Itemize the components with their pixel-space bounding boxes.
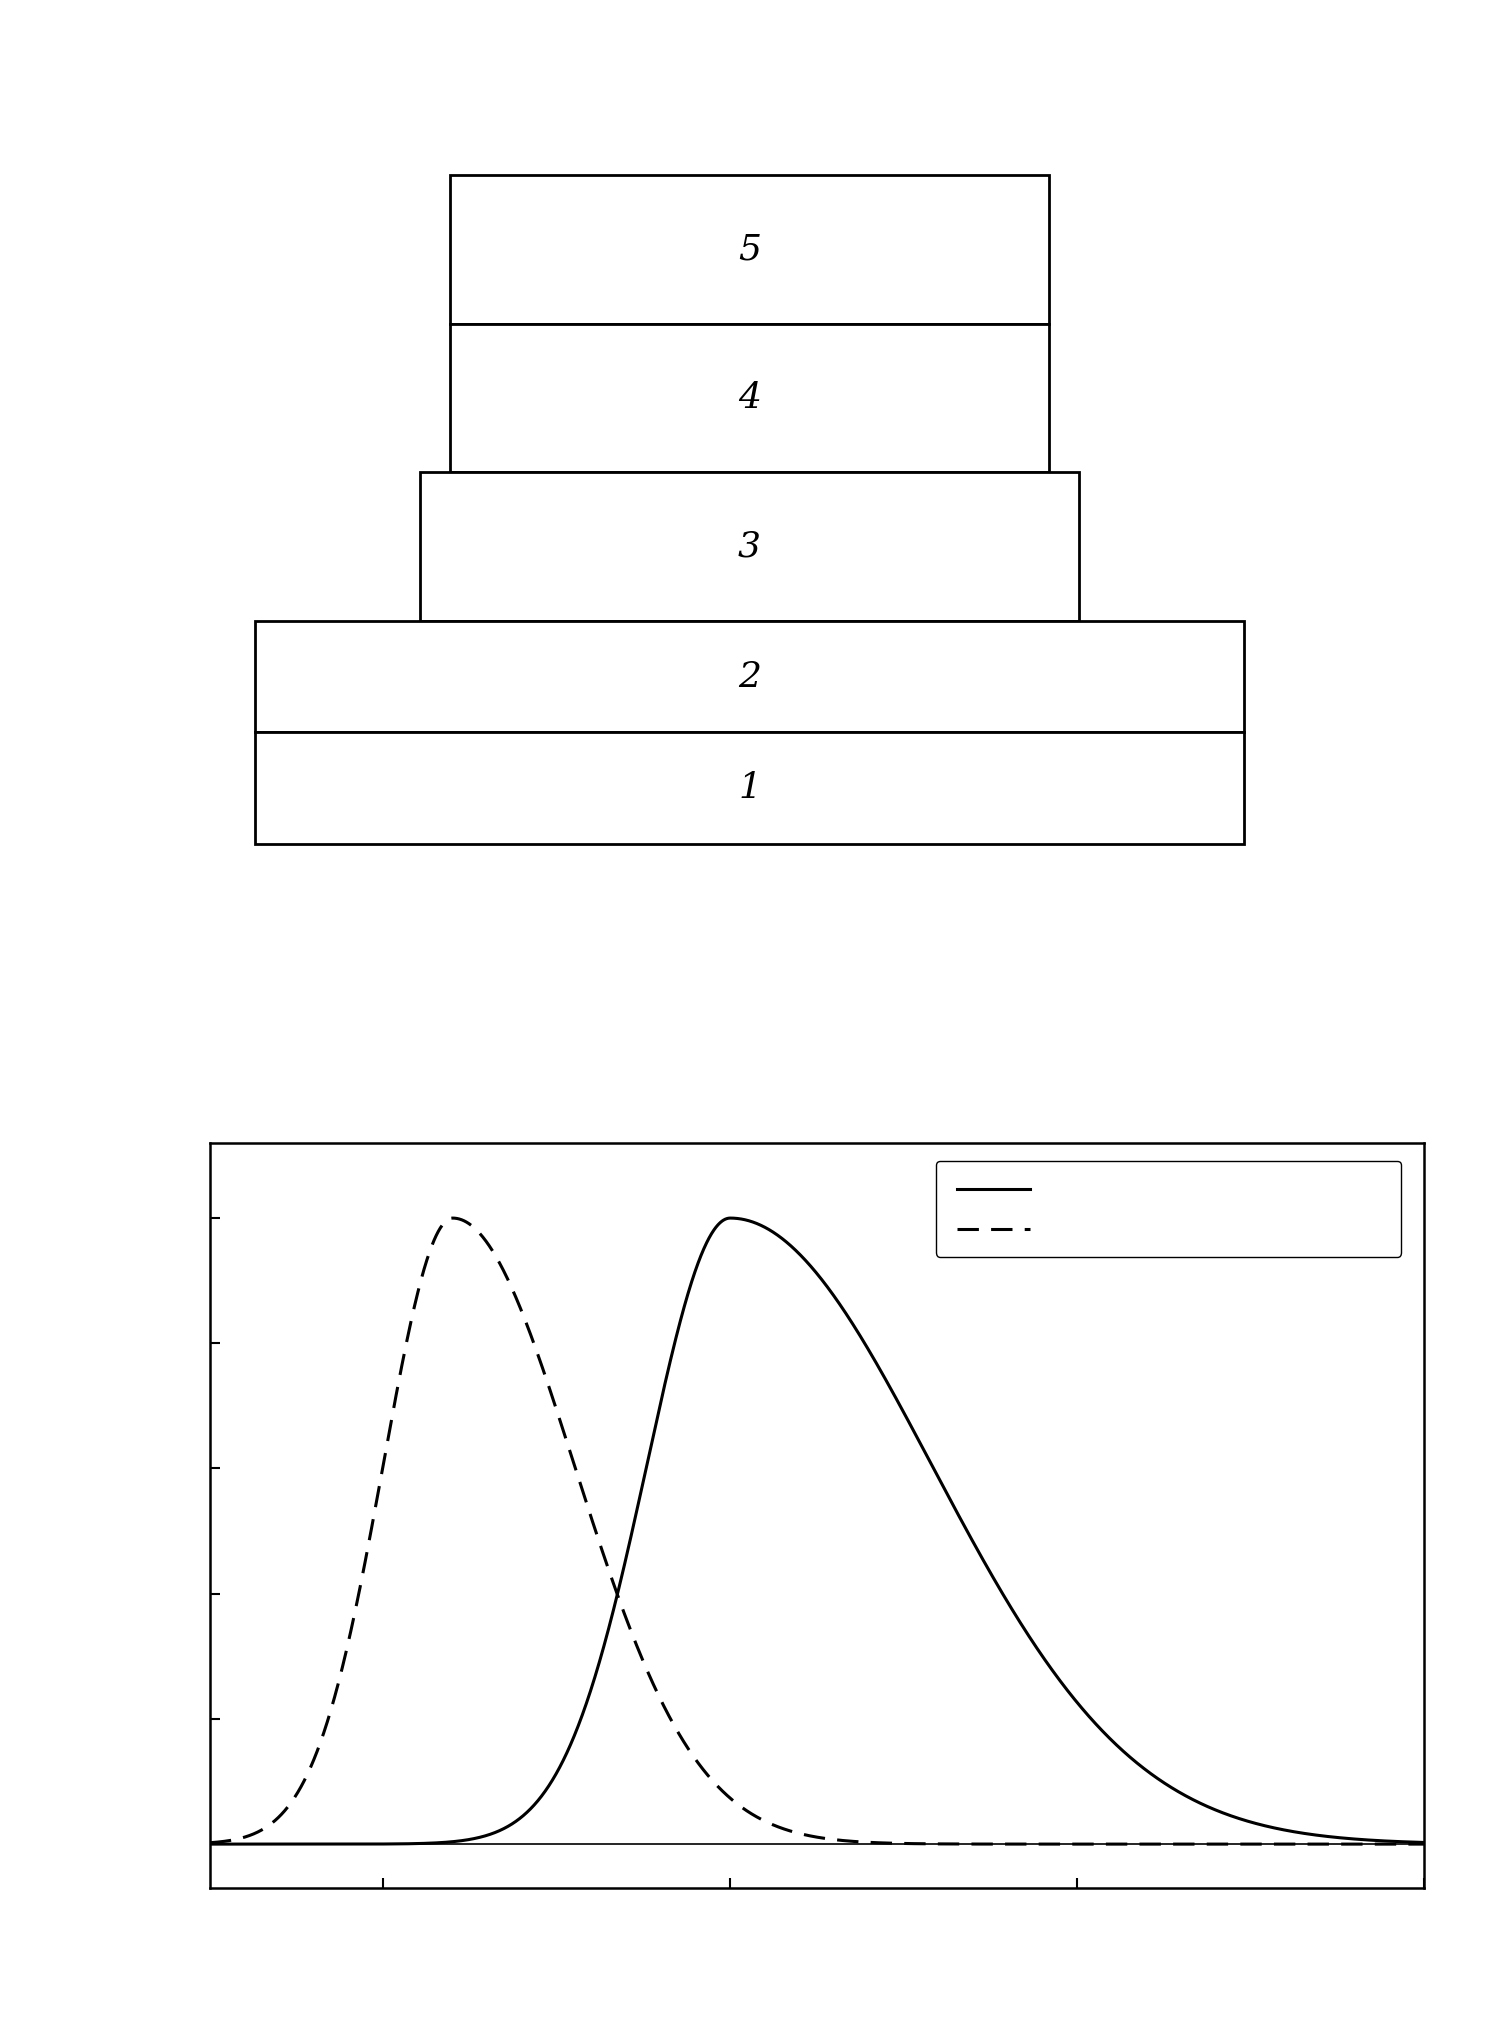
Ir(3-PyC)₂(acac): [339, 1631, 357, 1655]
Ir(2-PyC)₂(acac): [201, 1833, 219, 1857]
Ir(3-PyC)₂(acac): [720, 1784, 738, 1808]
Ir(3-PyC)₂(acac): [444, 1206, 462, 1231]
Ir(2-PyC)₂(acac): [339, 1833, 357, 1857]
Text: 2: 2: [738, 659, 761, 694]
Ir(3-PyC)₂(acac): [1415, 1833, 1433, 1857]
Ir(3-PyC)₂(acac): [667, 1716, 685, 1741]
Bar: [420, 471, 1079, 620]
Ir(2-PyC)₂(acac): [720, 1206, 738, 1231]
Ir(2-PyC)₂(acac): [1415, 1831, 1433, 1855]
Ir(3-PyC)₂(acac): [1261, 1833, 1279, 1857]
Ir(2-PyC)₂(acac): [721, 1206, 739, 1231]
Ir(3-PyC)₂(acac): [411, 1270, 429, 1294]
Bar: [255, 733, 1244, 843]
Line: Ir(2-PyC)₂(acac): Ir(2-PyC)₂(acac): [210, 1218, 1424, 1845]
Ir(3-PyC)₂(acac): [201, 1831, 219, 1855]
Ir(2-PyC)₂(acac): [667, 1327, 685, 1351]
Ir(2-PyC)₂(acac): [1261, 1814, 1279, 1839]
Legend: Ir(2-PyC)₂(acac), Ir(3-PyC)₂(acac): Ir(2-PyC)₂(acac), Ir(3-PyC)₂(acac): [937, 1161, 1402, 1257]
Ir(2-PyC)₂(acac): [1391, 1829, 1409, 1853]
Ir(3-PyC)₂(acac): [1391, 1833, 1409, 1857]
Bar: [450, 325, 1049, 471]
Line: Ir(3-PyC)₂(acac): Ir(3-PyC)₂(acac): [210, 1218, 1424, 1845]
Ir(2-PyC)₂(acac): [411, 1831, 429, 1855]
Text: 1: 1: [738, 771, 761, 804]
Text: 3: 3: [738, 529, 761, 563]
Text: 4: 4: [738, 382, 761, 414]
Bar: [255, 620, 1244, 733]
Text: 5: 5: [738, 233, 761, 267]
Bar: [450, 176, 1049, 325]
